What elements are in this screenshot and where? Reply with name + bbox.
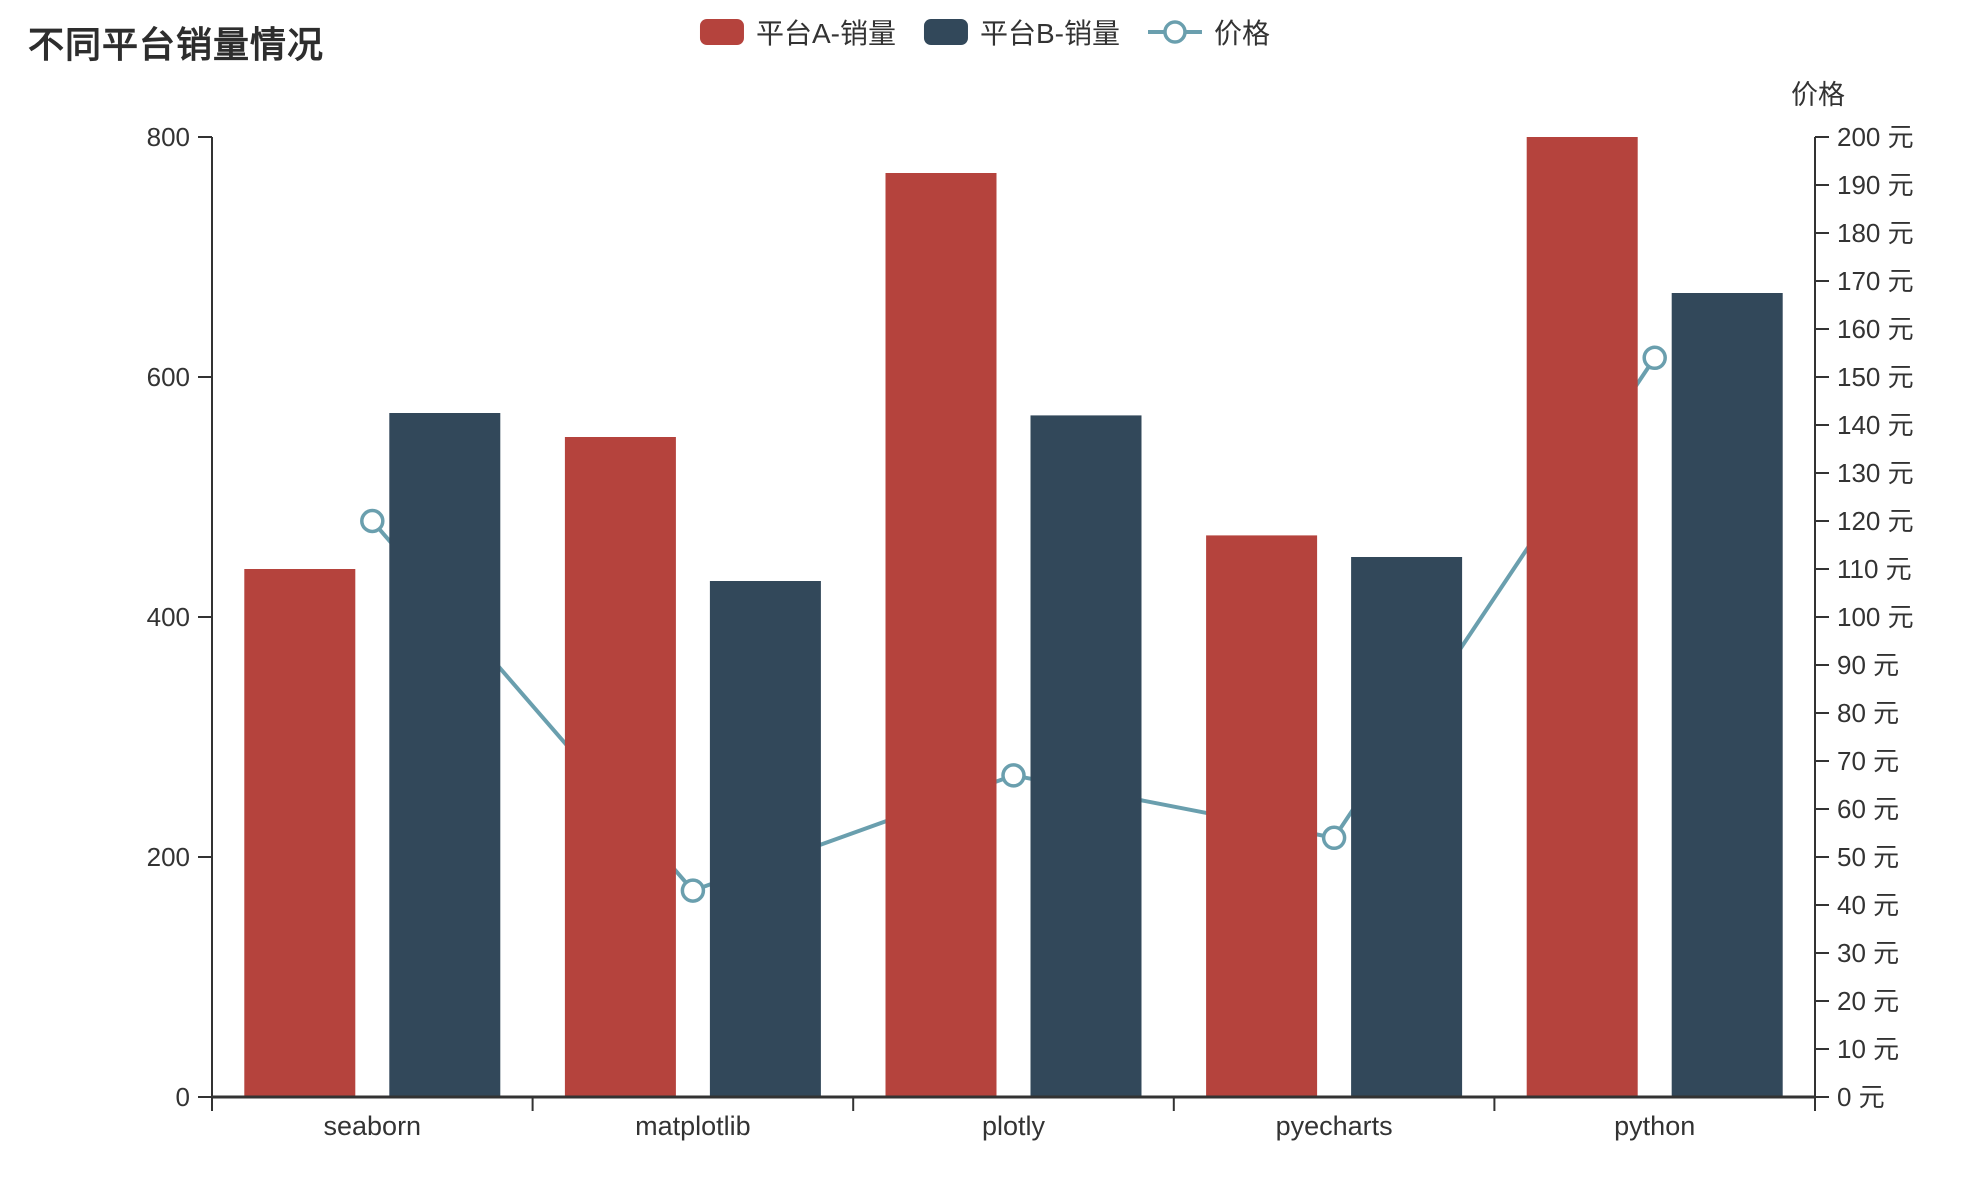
left-y-axis-label-800: 800 [147, 122, 190, 152]
right-y-axis-label-130: 130 元 [1837, 458, 1914, 488]
bar-series-b-pyecharts[interactable] [1351, 557, 1463, 1097]
x-axis-label-matplotlib: matplotlib [635, 1111, 751, 1141]
bar-series-b-python[interactable] [1671, 293, 1783, 1097]
legend-item-price[interactable]: 价格 [1148, 12, 1270, 52]
bar-series-b-matplotlib[interactable] [709, 581, 821, 1097]
right-y-axis-label-50: 50 元 [1837, 842, 1899, 872]
price-line [370, 355, 1657, 893]
x-axis-label-python: python [1614, 1111, 1695, 1141]
price-point-pyecharts[interactable] [1321, 825, 1347, 851]
right-y-axis-label-70: 70 元 [1837, 746, 1899, 776]
left-y-axis-label-600: 600 [147, 362, 190, 392]
right-y-axis-label-200: 200 元 [1837, 122, 1914, 152]
legend-item-platform-b-sales[interactable]: 平台B-销量 [923, 12, 1121, 52]
bar-series-a-matplotlib[interactable] [564, 437, 676, 1097]
price-point-matplotlib[interactable] [680, 878, 706, 903]
right-y-axis-label-0: 0 元 [1837, 1082, 1885, 1112]
right-y-axis-label-40: 40 元 [1837, 890, 1899, 920]
right-y-axis-label-160: 160 元 [1837, 314, 1914, 344]
left-y-axis-label-400: 400 [147, 602, 190, 632]
price-point-seaborn[interactable] [360, 508, 385, 534]
x-axis-label-seaborn: seaborn [324, 1111, 422, 1141]
bar-series-a-seaborn[interactable] [244, 569, 356, 1097]
x-axis-label-pyecharts: pyecharts [1276, 1111, 1393, 1141]
chart-title: 不同平台销量情况 [28, 24, 325, 65]
right-y-axis-label-30: 30 元 [1837, 938, 1899, 968]
left-y-axis-label-0: 0 [176, 1082, 190, 1112]
right-y-axis-label-110: 110 元 [1837, 554, 1912, 584]
right-y-axis-label-190: 190 元 [1837, 170, 1914, 200]
x-axis-label-plotly: plotly [982, 1111, 1046, 1141]
right-y-axis-label-80: 80 元 [1837, 698, 1899, 728]
bar-series-a-python[interactable] [1526, 137, 1638, 1097]
right-y-axis-label-90: 90 元 [1837, 650, 1899, 680]
right-y-axis-label-140: 140 元 [1837, 410, 1914, 440]
right-y-axis-label-120: 120 元 [1837, 506, 1914, 536]
left-y-axis-label-200: 200 [147, 842, 190, 872]
price-point-python[interactable] [1642, 345, 1667, 371]
right-y-axis-label-20: 20 元 [1837, 986, 1899, 1016]
legend-item-label: 平台B-销量 [979, 18, 1121, 49]
bar-series-a-pyecharts[interactable] [1206, 535, 1318, 1097]
right-y-axis-label-170: 170 元 [1837, 266, 1914, 296]
right-y-axis-name: 价格 [1791, 80, 1845, 110]
legend-item-label: 价格 [1214, 18, 1271, 49]
bar-series-b-plotly[interactable] [1030, 415, 1142, 1097]
legend-swatch-icon [699, 19, 744, 45]
right-y-axis-label-10: 10 元 [1837, 1034, 1899, 1064]
price-point-plotly[interactable] [1001, 763, 1026, 788]
legend-swatch-icon [923, 19, 968, 45]
legend-item-label: 平台A-销量 [755, 18, 896, 49]
legend-line-circle-icon [1148, 20, 1203, 44]
bar-series-b-seaborn[interactable] [389, 413, 501, 1097]
legend: 平台A-销量 平台B-销量 价格 [699, 12, 1270, 52]
bar-series-a-plotly[interactable] [885, 173, 997, 1097]
legend-item-platform-a-sales[interactable]: 平台A-销量 [699, 12, 896, 52]
right-y-axis-label-60: 60 元 [1837, 794, 1899, 824]
right-y-axis-label-150: 150 元 [1837, 362, 1914, 392]
right-y-axis-label-100: 100 元 [1837, 602, 1914, 632]
right-y-axis-label-180: 180 元 [1837, 218, 1914, 248]
